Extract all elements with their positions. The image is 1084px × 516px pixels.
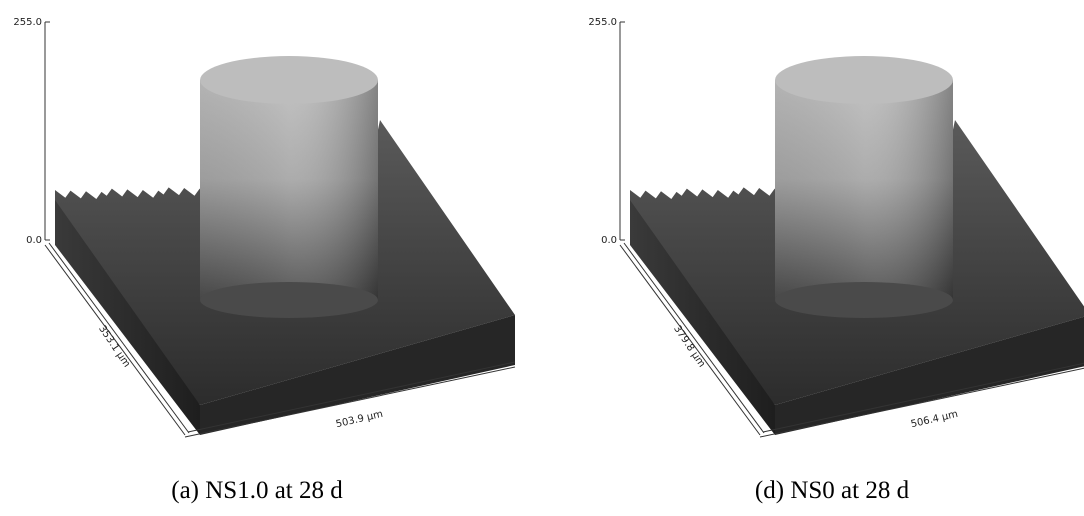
x-length-label: 506.4 µm [910, 409, 959, 430]
surface-front-left [630, 200, 775, 435]
surface-front-right [200, 315, 515, 435]
z-min-label: 0.0 [601, 235, 617, 246]
x-axis [759, 367, 1084, 438]
cylinder-top [775, 56, 953, 104]
z-max-label: 255.0 [13, 17, 42, 28]
caption: (d) NS0 at 28 d [755, 477, 910, 504]
z-min-label: 0.0 [26, 235, 42, 246]
x-axis-edge [762, 362, 1084, 433]
x-axis-edge [187, 361, 516, 433]
y-axis [44, 244, 186, 436]
surface-front-right [775, 316, 1084, 435]
cylinder-shade [200, 80, 378, 300]
x-length-label: 503.9 µm [335, 409, 384, 430]
x-axis [184, 366, 516, 438]
z-max-label: 255.0 [588, 17, 617, 28]
cylinder-bottom [200, 282, 378, 318]
y-axis-edge [623, 242, 765, 434]
surface-front-left [55, 200, 200, 435]
cylinder-top [200, 56, 378, 104]
caption: (a) NS1.0 at 28 d [171, 477, 343, 504]
y-axis-edge [48, 242, 190, 434]
cylinder-bottom [775, 282, 953, 318]
cylinder-shade [775, 80, 953, 300]
y-axis [619, 244, 761, 436]
